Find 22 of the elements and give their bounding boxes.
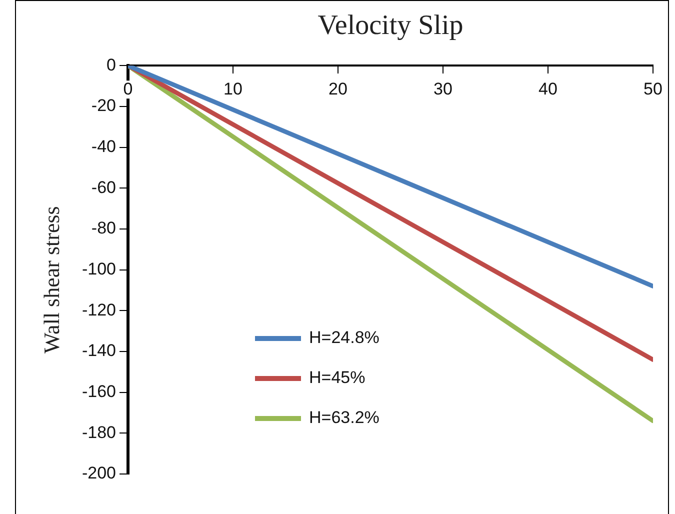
y-tick-label: -20	[91, 96, 116, 116]
y-tick-label: -180	[82, 422, 116, 442]
y-tick-label: 0	[106, 55, 116, 74]
y-tick-label: -140	[82, 341, 116, 360]
x-tick-label: 10	[224, 79, 242, 98]
y-tick-label: -160	[82, 382, 116, 402]
x-tick-label: 0	[123, 79, 133, 98]
x-tick-label: 20	[328, 79, 348, 98]
x-tick-label: 30	[434, 79, 452, 98]
y-tick-label: -200	[82, 464, 116, 483]
y-tick-label: -40	[91, 136, 116, 156]
y-tick-label: -100	[82, 259, 116, 278]
legend-label: H=45%	[309, 368, 366, 388]
y-tick-label: -120	[82, 300, 116, 320]
legend-label: H=24.8%	[309, 328, 380, 348]
legend-label: H=63.2%	[309, 408, 380, 428]
y-tick-label: -60	[91, 178, 116, 197]
y-tick-label: -80	[91, 218, 116, 238]
chart-title: Velocity Slip	[318, 10, 464, 42]
x-tick-label: 40	[538, 79, 558, 98]
y-axis-title: Wall shear stress	[38, 206, 64, 354]
x-tick-label: 50	[644, 79, 662, 98]
